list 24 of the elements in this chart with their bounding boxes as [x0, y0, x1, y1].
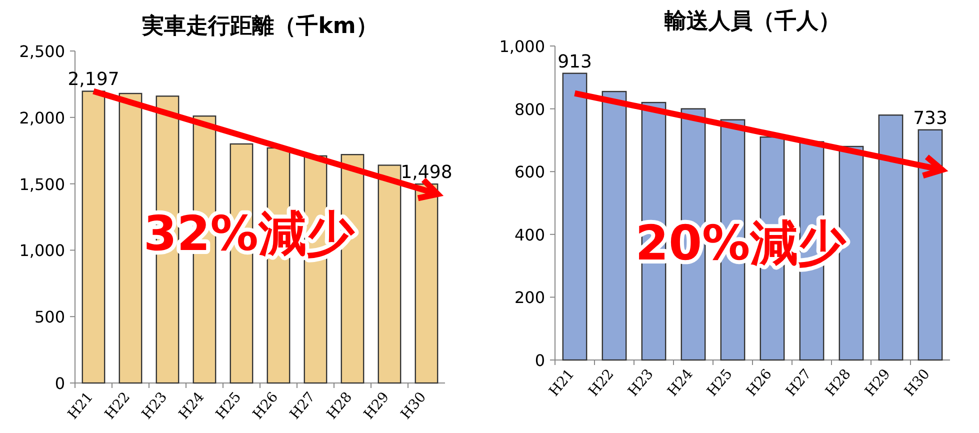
y-tick-label: 2,500: [19, 42, 65, 61]
bar: [602, 90, 627, 361]
data-label: 2,197: [68, 69, 120, 90]
bar: [118, 92, 142, 384]
y-tick-label: 2,000: [19, 108, 65, 128]
data-label: 913: [558, 51, 592, 72]
y-tick-label: 1,000: [19, 241, 65, 260]
y-tick-label: 500: [34, 308, 65, 327]
bar: [878, 114, 904, 361]
y-tick-label: 1,000: [499, 37, 545, 56]
y-tick-label: 400: [514, 225, 545, 244]
bar: [562, 72, 588, 361]
y-tick-label: 800: [514, 100, 545, 119]
y-tick-label: 600: [514, 162, 545, 182]
y-tick-label: 200: [514, 288, 545, 308]
y-tick-label: 0: [534, 351, 545, 370]
bar: [378, 164, 402, 384]
data-label: 733: [913, 108, 948, 129]
y-tick-label: 0: [54, 374, 65, 393]
data-label: 1,498: [400, 162, 452, 184]
bar: [82, 90, 106, 384]
y-tick-label: 1,500: [19, 174, 65, 194]
chart-title: 輸送人員（千人）: [664, 9, 840, 34]
chart-title: 実車走行距離（千km）: [141, 13, 378, 39]
